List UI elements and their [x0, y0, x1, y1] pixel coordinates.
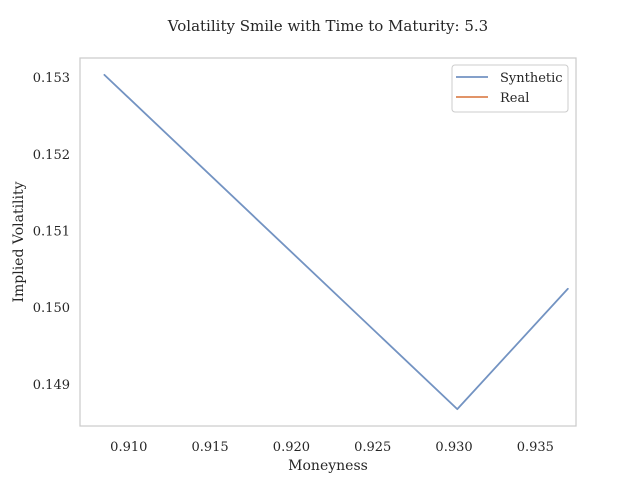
legend: Synthetic Real [451, 64, 569, 113]
y-tick-label: 0.149 [33, 378, 70, 393]
y-axis-ticks: 0.149 0.150 0.151 0.152 0.153 [33, 71, 70, 393]
series-point-synthetic [567, 288, 569, 290]
x-tick-label: 0.920 [273, 440, 310, 455]
x-axis-label: Moneyness [288, 458, 368, 474]
legend-label-synthetic: Synthetic [500, 71, 563, 86]
x-tick-label: 0.910 [110, 440, 147, 455]
y-tick-label: 0.151 [33, 225, 70, 240]
legend-label-real: Real [500, 91, 529, 106]
plot-area [79, 57, 577, 427]
series-layer [103, 73, 569, 411]
series-point-synthetic [104, 74, 106, 76]
y-tick-label: 0.150 [33, 301, 70, 316]
x-tick-label: 0.925 [354, 440, 391, 455]
x-axis-ticks: 0.910 0.915 0.920 0.925 0.930 0.935 [110, 440, 554, 455]
series-point-synthetic [456, 408, 458, 410]
y-tick-label: 0.153 [33, 71, 70, 86]
x-tick-label: 0.930 [435, 440, 472, 455]
y-axis-label: Implied Volatility [11, 181, 27, 302]
x-tick-label: 0.935 [517, 440, 554, 455]
x-tick-label: 0.915 [191, 440, 228, 455]
chart-title: Volatility Smile with Time to Maturity: … [167, 17, 488, 35]
y-tick-label: 0.152 [33, 148, 70, 163]
series-line-synthetic [103, 73, 569, 411]
